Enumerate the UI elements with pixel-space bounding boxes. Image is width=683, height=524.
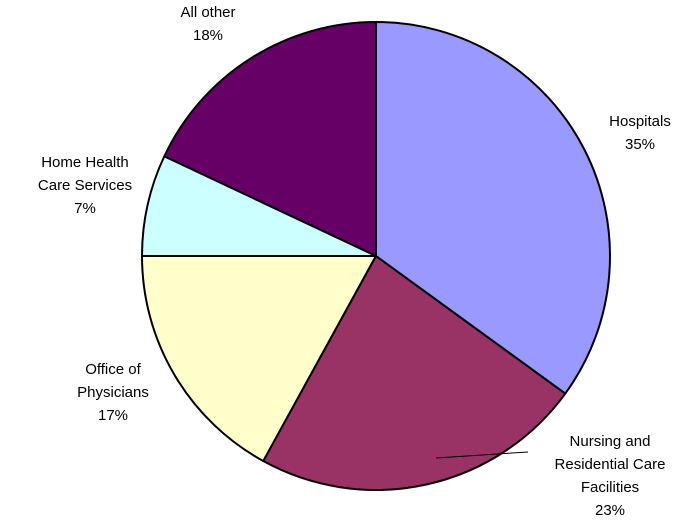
category-label: Nursing and Residential Care Facilities — [554, 433, 666, 496]
value-label: 7% — [74, 200, 96, 217]
category-label: All other — [180, 4, 236, 21]
pie-slice — [262, 255, 567, 491]
value-label: 17% — [97, 407, 129, 424]
pie-slice — [163, 21, 377, 257]
slice-label: Office of Physicians 17% — [68, 358, 158, 427]
slice-label: Home Health Care Services 7% — [25, 151, 145, 220]
value-label: 35% — [624, 136, 656, 153]
slice-label: Nursing and Residential Care Facilities 2… — [545, 430, 675, 522]
value-label: 18% — [192, 27, 224, 44]
slice-label: Hospitals 35% — [595, 110, 683, 156]
category-label: Hospitals — [609, 113, 671, 130]
pie-slice — [141, 255, 377, 463]
pie-slice — [141, 155, 377, 257]
pie-slice — [375, 21, 611, 395]
slice-label: All other 18% — [158, 1, 258, 47]
leader-line — [435, 451, 529, 459]
category-label: Office of Physicians — [77, 361, 149, 401]
value-label: 23% — [594, 502, 626, 519]
category-label: Home Health Care Services — [37, 154, 133, 194]
